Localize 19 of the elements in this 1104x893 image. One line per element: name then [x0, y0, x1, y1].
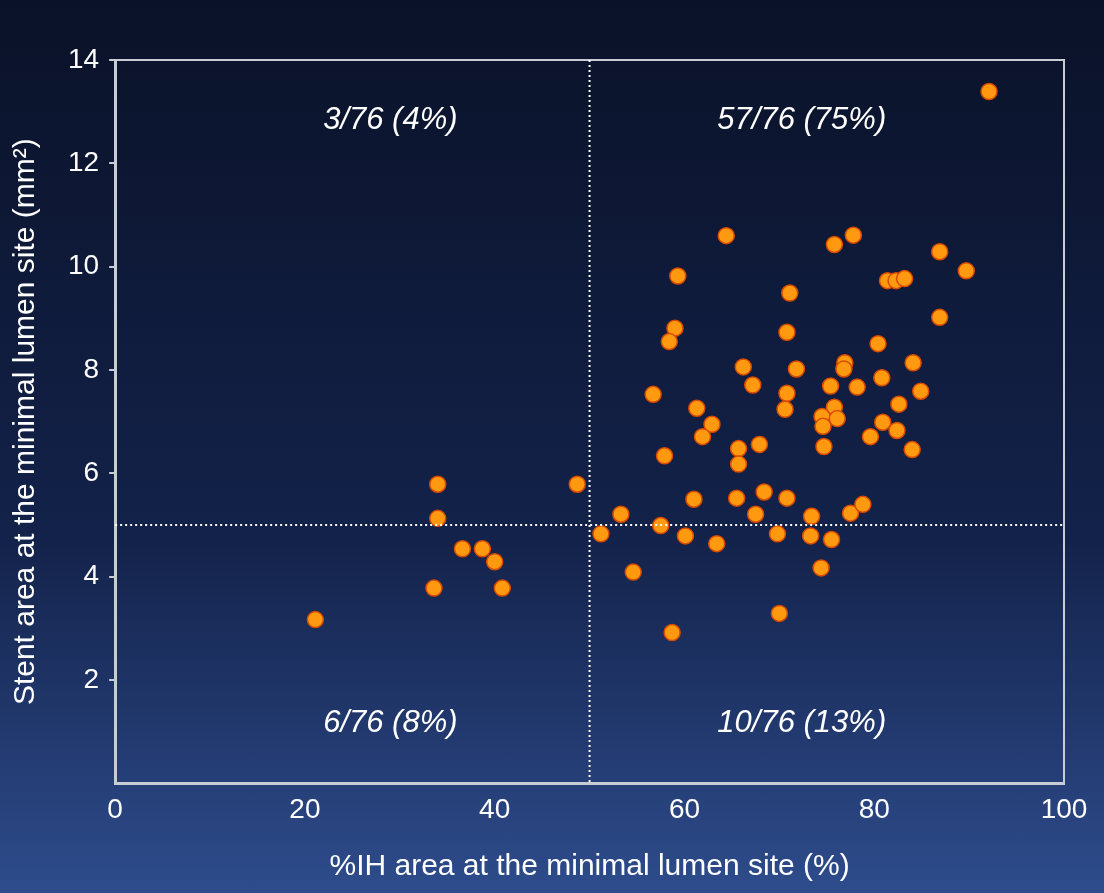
x-tick-label: 60 — [668, 792, 701, 824]
y-tick-label: 6 — [83, 456, 100, 488]
y-tick-label: 2 — [83, 662, 100, 694]
x-tick-label: 80 — [858, 792, 890, 824]
y-tick-label: 4 — [83, 559, 100, 591]
y-tick-label: 8 — [83, 352, 100, 384]
x-tick-label: 40 — [479, 792, 511, 824]
y-tick-label: 14 — [67, 42, 100, 74]
annotation: 57/76 (75%) — [717, 100, 887, 136]
annotation: 3/76 (4%) — [323, 100, 458, 136]
y-tick-label: 12 — [67, 146, 100, 178]
x-tick-label: 100 — [1040, 792, 1088, 824]
x-tick-label: 0 — [107, 792, 123, 824]
x-tick-label: 20 — [289, 792, 321, 824]
annotation: 6/76 (8%) — [323, 704, 458, 740]
annotation: 10/76 (13%) — [717, 704, 887, 740]
y-tick-label: 10 — [67, 249, 100, 281]
y-axis-title: Stent area at the minimal lumen site (mm²) — [7, 138, 41, 706]
x-axis-title: %IH area at the minimal lumen site (%) — [329, 848, 850, 882]
